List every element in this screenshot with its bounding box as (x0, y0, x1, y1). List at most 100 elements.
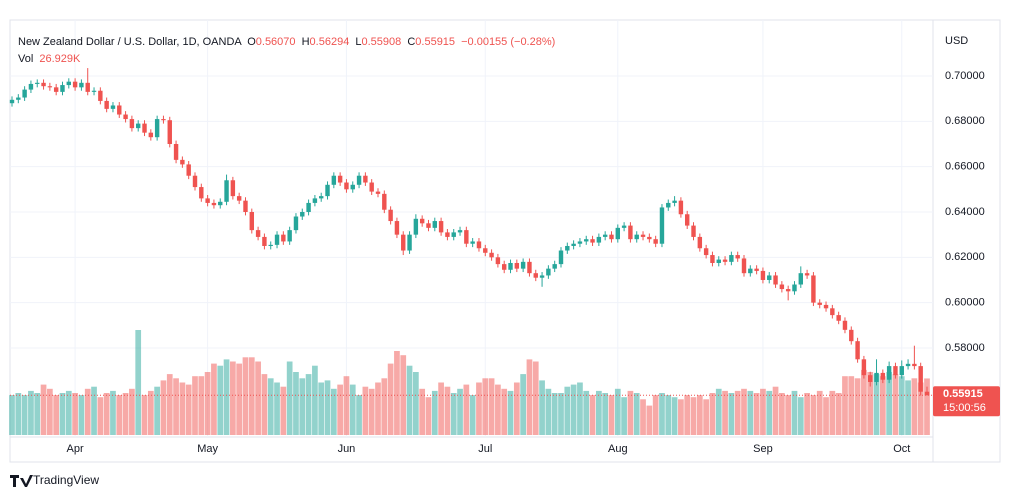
candle-body (129, 119, 135, 129)
volume-bar (91, 386, 97, 435)
candle-body (47, 86, 53, 88)
candle-body (135, 123, 141, 129)
candle-body (596, 236, 602, 243)
volume-bar (564, 386, 571, 435)
candle-body (60, 85, 65, 92)
candle-body (230, 180, 236, 197)
candle-body (85, 82, 90, 92)
candle-body (842, 320, 848, 330)
candle-body (79, 82, 84, 88)
volume-bar (867, 372, 874, 435)
volume-bar (59, 393, 66, 435)
candle-body (483, 248, 488, 253)
candle-body (716, 259, 721, 263)
candle-body (312, 198, 318, 203)
volume-bar (879, 376, 886, 435)
volume-bar (804, 393, 810, 435)
volume-bar (305, 374, 312, 435)
candle-body (621, 225, 627, 228)
candle-body (407, 234, 412, 251)
candle-body (350, 184, 355, 190)
volume-bar (217, 365, 224, 435)
candle-body (520, 261, 526, 269)
candle-body (91, 90, 97, 92)
y-tick-label: 0.70000 (945, 70, 985, 82)
volume-bar (47, 388, 53, 435)
last-price-label: 0.55915 (943, 388, 983, 400)
volume-bar (116, 395, 123, 435)
candle-body (729, 255, 734, 262)
volume-bar (387, 363, 394, 435)
candle-body (804, 273, 810, 276)
candle-body (785, 289, 791, 292)
candle-body (274, 234, 280, 245)
candle-body (678, 200, 684, 215)
volume-bar (570, 384, 577, 435)
volume-bar (122, 393, 129, 435)
volume-bar (192, 376, 198, 435)
candle-body (199, 187, 204, 199)
volume-bar (65, 390, 72, 435)
volume-bar (722, 390, 728, 435)
candle-body (659, 207, 665, 244)
volume-bar (545, 388, 552, 435)
candle-body (558, 250, 564, 265)
volume-bar (147, 390, 154, 435)
volume-bar (905, 380, 911, 435)
candles (9, 68, 933, 396)
candle-body (880, 372, 886, 380)
candle-body (123, 114, 128, 120)
volume-bar (97, 397, 104, 435)
brand-logo (10, 475, 33, 487)
candle-body (615, 227, 621, 240)
volume-bar (166, 374, 173, 435)
volume-bar (678, 399, 684, 435)
volume-bar (444, 386, 451, 435)
legend-o-value: 0.56070 (256, 36, 296, 48)
volume-bar (835, 393, 842, 435)
volume-bar (501, 388, 508, 435)
volume-bar (141, 395, 148, 435)
candle-body (205, 198, 210, 203)
candle-body (192, 175, 198, 188)
volume-bar (330, 388, 337, 435)
legend-o: O (247, 36, 256, 48)
candle-body (691, 225, 696, 237)
volume-bar (495, 384, 501, 435)
volume-bar (261, 374, 268, 435)
volume-bar (21, 395, 28, 435)
candle-body (811, 275, 816, 303)
candle-body (849, 329, 854, 342)
volume-bar (110, 390, 116, 435)
volume-bar (589, 395, 596, 435)
volume-bar (797, 397, 804, 435)
candle-body (293, 216, 299, 231)
volume-bar (608, 395, 615, 435)
candle-body (584, 239, 589, 242)
volume-bar (684, 395, 691, 435)
candle-body (9, 99, 15, 104)
legend-c: C (407, 36, 415, 48)
candle-body (886, 366, 892, 380)
candle-body (432, 221, 438, 228)
candle-body (823, 304, 829, 309)
candle-body (356, 175, 362, 185)
candle-body (779, 284, 785, 290)
volume-bar (772, 386, 779, 435)
candle-body (388, 209, 393, 222)
x-tick-label: Jun (338, 443, 356, 455)
candle-body (161, 119, 166, 121)
candle-body (419, 218, 425, 224)
volume-bar (419, 388, 426, 435)
candle-body (905, 363, 911, 367)
volume-bar (873, 374, 880, 435)
candle-body (337, 175, 343, 183)
candle-body (741, 258, 747, 274)
volume-bar (129, 388, 135, 435)
candle-body (451, 232, 456, 237)
candle-body (53, 87, 59, 92)
volume-bar (633, 393, 640, 435)
volume-bar (135, 330, 142, 435)
volume-bar (324, 380, 331, 435)
volume-bar (286, 361, 293, 435)
